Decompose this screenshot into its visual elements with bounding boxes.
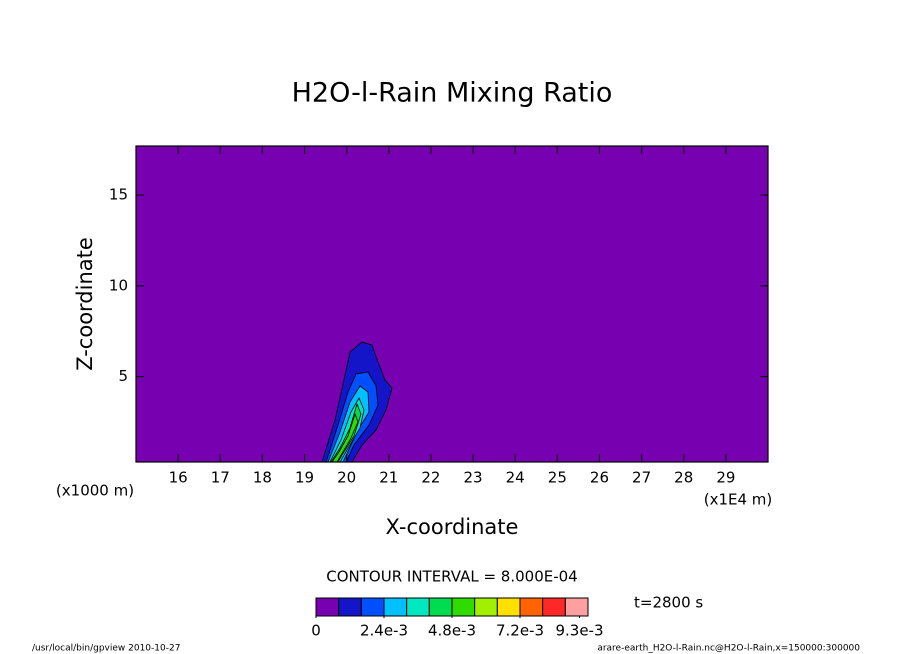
x-tick-label: 23 bbox=[464, 469, 483, 487]
colorbar-box bbox=[542, 597, 566, 617]
colorbar-label: 9.3e-3 bbox=[555, 622, 603, 640]
x-tick-label: 25 bbox=[548, 469, 567, 487]
colorbar-box bbox=[383, 597, 408, 617]
y-tick-label: 5 bbox=[118, 367, 128, 385]
colorbar-box bbox=[406, 597, 430, 617]
x-tick-label: 16 bbox=[169, 469, 188, 487]
colorbar-label: 7.2e-3 bbox=[496, 622, 544, 640]
x-tick-label: 19 bbox=[295, 469, 314, 487]
x-tick-label: 27 bbox=[632, 469, 651, 487]
plot-background bbox=[136, 146, 768, 462]
x-unit: (x1E4 m) bbox=[704, 491, 773, 509]
colorbar-label: 2.4e-3 bbox=[360, 622, 408, 640]
y-axis-label: Z-coordinate bbox=[73, 237, 97, 371]
x-tick-label: 17 bbox=[211, 469, 230, 487]
contour-interval: CONTOUR INTERVAL = 8.000E-04 bbox=[326, 568, 577, 586]
x-tick-label: 28 bbox=[674, 469, 693, 487]
x-axis-label: X-coordinate bbox=[386, 515, 519, 539]
plot-frame bbox=[135, 145, 769, 463]
colorbar-box bbox=[519, 597, 544, 617]
x-tick-label: 21 bbox=[379, 469, 398, 487]
colorbar-label: 4.8e-3 bbox=[428, 622, 476, 640]
chart-title: H2O-l-Rain Mixing Ratio bbox=[292, 78, 613, 109]
y-tick-label: 15 bbox=[109, 186, 128, 204]
x-tick-label: 26 bbox=[590, 469, 609, 487]
colorbar-box bbox=[428, 597, 453, 617]
time-label: t=2800 s bbox=[634, 594, 703, 612]
x-tick-label: 24 bbox=[506, 469, 525, 487]
x-tick-label: 22 bbox=[421, 469, 440, 487]
colorbar-box bbox=[338, 597, 362, 617]
footer-right: arare-earth_H2O-l-Rain.nc@H2O-l-Rain,x=1… bbox=[597, 644, 860, 654]
x-tick-label: 29 bbox=[716, 469, 735, 487]
y-tick-label: 10 bbox=[109, 276, 128, 294]
x-tick-label: 18 bbox=[253, 469, 272, 487]
colorbar-box bbox=[315, 597, 340, 617]
x-tick-label: 20 bbox=[337, 469, 356, 487]
colorbar-box bbox=[474, 597, 498, 617]
colorbar-box bbox=[360, 597, 385, 617]
colorbar-box bbox=[496, 597, 521, 617]
footer-left: /usr/local/bin/gpview 2010-10-27 bbox=[32, 644, 180, 654]
colorbar-box bbox=[451, 597, 476, 617]
colorbar-label: 0 bbox=[311, 622, 321, 640]
contour-fill bbox=[331, 412, 359, 463]
y-unit: (x1000 m) bbox=[56, 482, 134, 500]
colorbar-box bbox=[564, 597, 589, 617]
